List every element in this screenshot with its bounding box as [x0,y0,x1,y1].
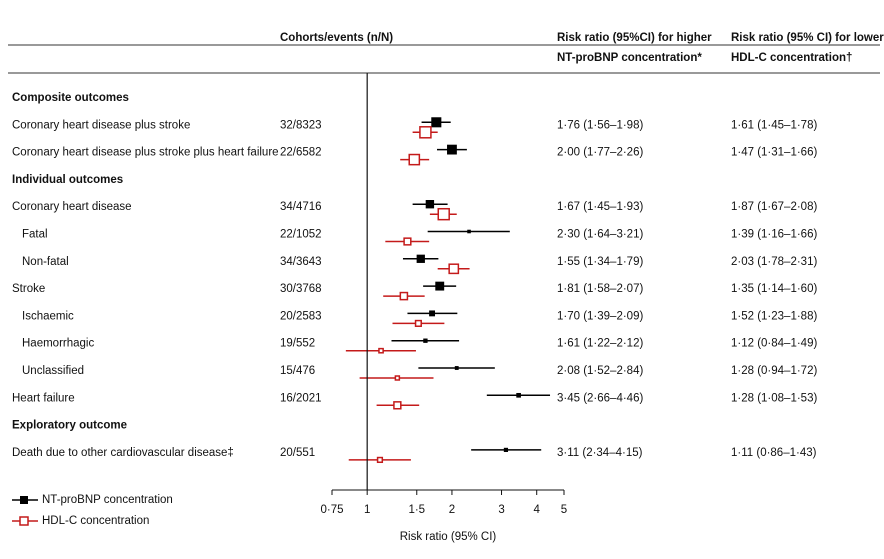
legend-marker [19,516,29,526]
row-label: Coronary heart disease plus stroke plus … [12,147,279,159]
point-estimate [431,117,442,128]
x-tick-label: 1·5 [408,504,425,516]
point-estimate [467,229,471,234]
group-title: Exploratory outcome [12,420,127,432]
value-label: 2·00 (1·77–2·26) [557,147,643,159]
point-estimate [448,263,460,275]
x-tick-label: 4 [534,504,541,516]
legend-label: HDL-C concentration [42,515,149,527]
value-label: 1·47 (1·31–1·66) [731,147,817,159]
group-title: Composite outcomes [12,92,129,104]
value-label: 1·81 (1·58–2·07) [557,283,643,295]
value-label: 2·03 (1·78–2·31) [731,256,817,268]
point-estimate [419,126,432,139]
column-header: HDL-C concentration† [731,52,852,64]
cohorts: 16/2021 [280,392,322,404]
column-header: Cohorts/events (n/N) [280,32,393,44]
x-axis-label: Risk ratio (95% CI) [400,531,497,543]
cohorts: 32/8323 [280,119,322,131]
cohorts: 22/1052 [280,229,322,241]
value-label: 2·08 (1·52–2·84) [557,365,643,377]
subrow-label: Haemorrhagic [22,338,94,350]
x-tick-label: 1 [364,504,370,516]
value-label: 1·35 (1·14–1·60) [731,283,817,295]
value-label: 1·61 (1·22–2·12) [557,338,643,350]
cohorts: 34/4716 [280,201,322,213]
value-label: 3·45 (2·66–4·46) [557,392,643,404]
value-label: 1·12 (0·84–1·49) [731,338,817,350]
cohorts: 34/3643 [280,256,322,268]
value-label: 1·70 (1·39–2·09) [557,310,643,322]
value-label: 1·61 (1·45–1·78) [731,119,817,131]
value-label: 1·28 (0·94–1·72) [731,365,817,377]
point-estimate [516,392,521,398]
row-label: Stroke [12,283,45,295]
point-estimate [376,456,384,464]
legend-label: NT-proBNP concentration [42,494,173,506]
point-estimate [429,310,436,317]
point-estimate [393,401,402,410]
cohorts: 20/551 [280,447,315,459]
subrow-label: Ischaemic [22,310,74,322]
subrow-label: Unclassified [22,365,84,377]
point-estimate [403,237,412,246]
cohorts: 15/476 [280,365,315,377]
point-estimate [414,319,422,327]
value-label: 2·30 (1·64–3·21) [557,229,643,241]
point-estimate [416,254,425,263]
point-estimate [425,200,435,209]
value-label: 1·76 (1·56–1·98) [557,119,643,131]
value-label: 1·55 (1·34–1·79) [557,256,643,268]
subrow-label: Fatal [22,229,48,241]
row-label: Death due to other cardiovascular diseas… [12,447,234,459]
x-tick-label: 2 [449,504,455,516]
value-label: 1·67 (1·45–1·93) [557,201,643,213]
row-label: Coronary heart disease plus stroke [12,119,190,131]
x-tick-label: 0·75 [320,504,343,516]
point-estimate [408,153,421,166]
point-estimate [447,144,457,155]
value-label: 3·11 (2·34–4·15) [557,447,643,459]
point-estimate [503,447,509,452]
x-tick-label: 3 [498,504,504,516]
column-header: Risk ratio (95%CI) for higher [557,32,712,44]
cohorts: 22/6582 [280,147,322,159]
row-label: Heart failure [12,392,75,404]
point-estimate [454,366,459,370]
point-estimate [423,338,428,343]
value-label: 1·28 (1·08–1·53) [731,392,817,404]
row-label: Coronary heart disease [12,201,132,213]
cohorts: 20/2583 [280,310,322,322]
point-estimate [378,347,384,354]
column-header: Risk ratio (95% CI) for lower [731,32,884,44]
column-header: NT-proBNP concentration* [557,52,702,64]
point-estimate [435,281,445,291]
value-label: 1·11 (0·86–1·43) [731,447,817,459]
legend-marker [20,496,28,504]
point-estimate [399,291,409,301]
value-label: 1·87 (1·67–2·08) [731,201,817,213]
value-label: 1·39 (1·16–1·66) [731,229,817,241]
value-label: 1·52 (1·23–1·88) [731,310,817,322]
point-estimate [394,375,401,381]
point-estimate [437,207,450,221]
x-tick-label: 5 [561,504,567,516]
subrow-label: Non-fatal [22,256,69,268]
cohorts: 30/3768 [280,283,322,295]
cohorts: 19/552 [280,338,315,350]
group-title: Individual outcomes [12,174,123,186]
